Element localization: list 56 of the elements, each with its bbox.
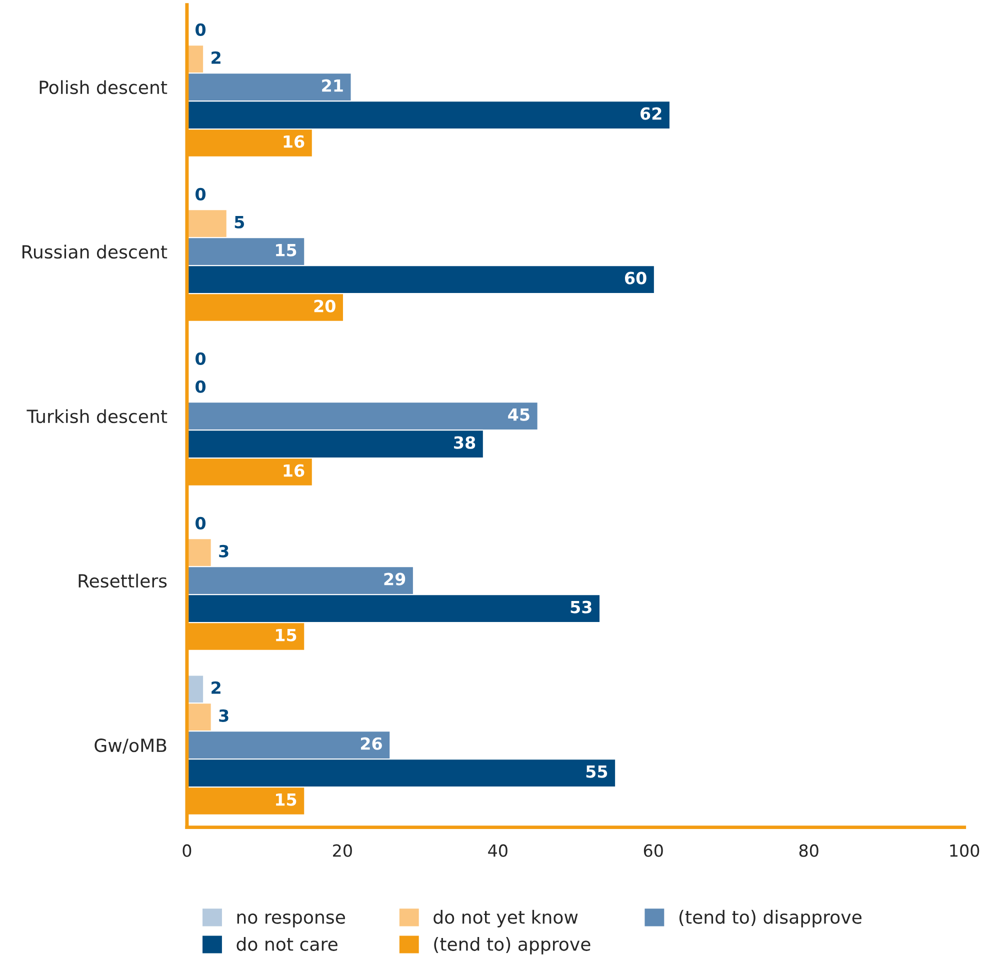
- data-label: 60: [625, 272, 646, 284]
- y-tick-label: Turkish descent: [26, 409, 168, 424]
- data-label: 15: [276, 628, 296, 642]
- bar: [186, 46, 204, 73]
- bar: [186, 676, 204, 703]
- data-label: 15: [276, 244, 296, 256]
- data-label: 0: [196, 352, 206, 365]
- bar: [186, 732, 390, 758]
- data-label: 5: [234, 216, 244, 228]
- data-label: 2: [212, 681, 220, 694]
- data-label: 15: [276, 793, 296, 806]
- bar: [186, 266, 654, 293]
- data-label: 3: [219, 709, 228, 722]
- data-label: 38: [454, 436, 476, 449]
- y-tick-label: Gw/oMB: [94, 738, 166, 754]
- bar: [186, 760, 616, 786]
- data-label: 2: [212, 51, 220, 64]
- legend-label: (tend to) disapprove: [679, 910, 862, 928]
- x-tick-label: 60: [644, 844, 663, 857]
- data-label: 26: [360, 737, 382, 750]
- data-label: 0: [196, 23, 206, 36]
- y-tick-label: Russian descent: [22, 244, 168, 259]
- x-tick-label: 40: [488, 844, 508, 857]
- data-label: 55: [586, 765, 608, 778]
- bar: [186, 238, 304, 265]
- bar: [186, 539, 211, 566]
- bar: [186, 74, 351, 100]
- x-tick-label: 20: [333, 844, 352, 857]
- data-label: 45: [508, 408, 530, 421]
- data-label: 16: [284, 135, 304, 148]
- x-tick-label: 80: [799, 844, 818, 857]
- data-label: 29: [384, 572, 406, 586]
- data-label: 0: [196, 516, 206, 530]
- bar: [186, 210, 226, 238]
- bar: [186, 402, 538, 430]
- data-label: 53: [570, 600, 592, 614]
- y-tick-label: Polish descent: [40, 80, 168, 94]
- legend-label: no response: [237, 914, 345, 928]
- data-label: 3: [219, 544, 228, 558]
- y-tick-label: Resettlers: [78, 574, 167, 588]
- data-label: 0: [196, 188, 206, 200]
- bar: [186, 595, 600, 622]
- bar: [186, 704, 211, 731]
- data-label: 20: [314, 300, 336, 312]
- legend-label: do not care: [236, 936, 338, 951]
- x-tick-label: 100: [950, 844, 980, 857]
- data-label: 0: [196, 380, 206, 393]
- bar: [186, 567, 413, 594]
- legend-label: do not yet know: [434, 910, 578, 928]
- data-label: 21: [322, 79, 343, 92]
- data-label: 62: [640, 107, 662, 120]
- data-label: 16: [284, 464, 304, 477]
- x-tick-label: 0: [182, 844, 192, 857]
- bar: [186, 430, 483, 458]
- bar: [186, 102, 670, 128]
- legend-label: (tend to) approve: [434, 936, 590, 954]
